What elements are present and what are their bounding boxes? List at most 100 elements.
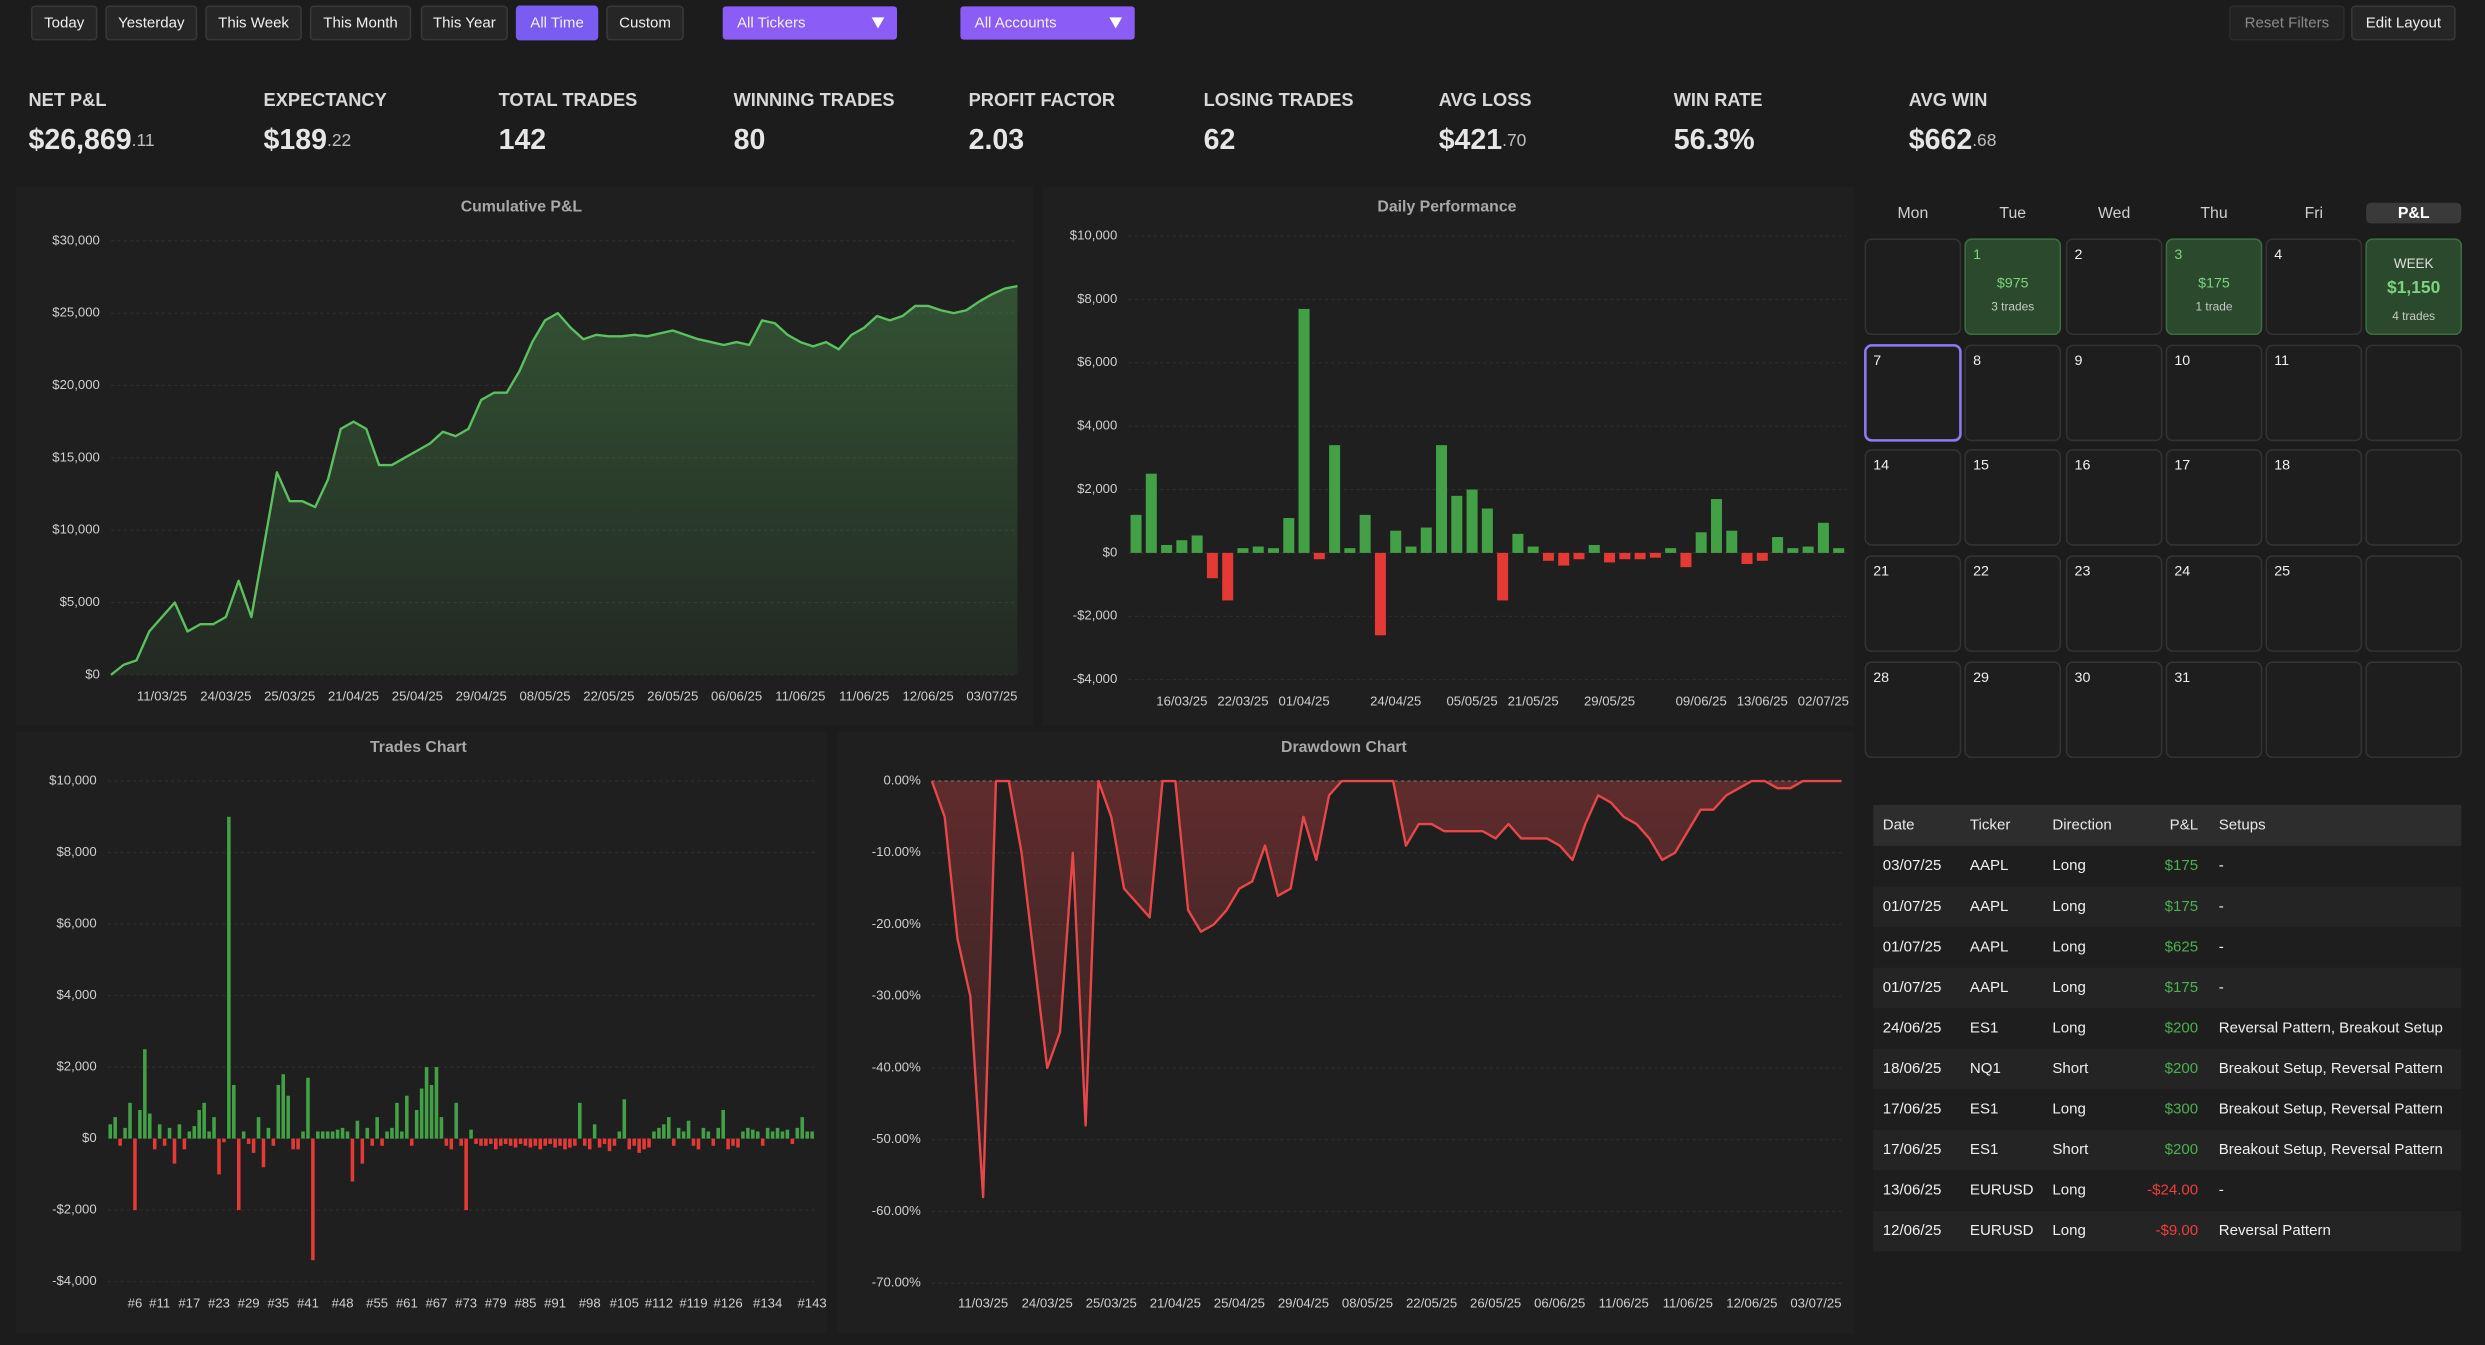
calendar-day[interactable]: [2265, 344, 2363, 442]
range-button[interactable]: [420, 5, 508, 41]
x-tick-label: 11/03/25: [958, 1295, 1008, 1310]
y-tick-label: -$4,000: [1073, 671, 1118, 686]
range-button[interactable]: [309, 5, 412, 41]
y-tick-label: $0: [1103, 544, 1118, 559]
x-tick-label: 21/04/25: [328, 689, 379, 704]
dropdown[interactable]: [722, 6, 898, 40]
bar: [578, 1102, 582, 1139]
range-button-label[interactable]: Today: [44, 15, 85, 32]
range-button[interactable]: [30, 5, 98, 41]
calendar-day[interactable]: [2165, 344, 2263, 442]
x-tick-label: #73: [455, 1295, 477, 1310]
stat-value: 62: [1204, 124, 1236, 156]
bar: [241, 1131, 246, 1139]
reset-button[interactable]: [2229, 5, 2345, 41]
calendar-day[interactable]: [2065, 344, 2163, 442]
bar: [1390, 530, 1402, 553]
bar: [726, 1138, 730, 1150]
x-tick-label: #134: [753, 1295, 782, 1310]
table-cell: Breakout Setup, Reversal Pattern: [2219, 1101, 2443, 1118]
range-button-label[interactable]: This Month: [323, 15, 397, 32]
range-button[interactable]: [205, 5, 302, 41]
calendar-day[interactable]: [1964, 344, 2062, 442]
table-cell: Reversal Pattern, Breakout Setup: [2219, 1019, 2443, 1036]
bar: [148, 1113, 152, 1139]
dropdown-arrow[interactable]: [871, 17, 885, 29]
range-button[interactable]: [105, 5, 198, 41]
y-tick-label: $6,000: [56, 916, 96, 931]
calendar-day[interactable]: [2165, 449, 2263, 546]
calendar-day[interactable]: [1964, 449, 2062, 546]
bar: [414, 1109, 419, 1139]
calendar-day[interactable]: [1964, 555, 2062, 652]
y-tick-label: -40.00%: [872, 1059, 921, 1074]
stat-value: 56.3%: [1674, 124, 1755, 156]
bar: [637, 1138, 641, 1153]
bar: [508, 1138, 513, 1146]
calendar-day[interactable]: [1864, 238, 1962, 336]
table-row[interactable]: [1873, 1210, 2462, 1252]
table-row[interactable]: [1873, 1048, 2462, 1090]
range-button[interactable]: [515, 5, 599, 41]
bar: [251, 1138, 256, 1153]
stat-label: WIN RATE: [1674, 90, 1763, 110]
bar: [1451, 495, 1463, 553]
dropdown[interactable]: [960, 6, 1135, 40]
table-cell: AAPL: [1970, 898, 2008, 915]
bar: [617, 1131, 622, 1139]
bar: [449, 1138, 454, 1150]
calendar-day[interactable]: [1964, 661, 2062, 759]
calendar-day[interactable]: [2265, 661, 2363, 759]
range-button-label[interactable]: This Year: [433, 15, 496, 32]
range-button-label[interactable]: Custom: [619, 15, 671, 32]
bar: [494, 1138, 498, 1150]
edit-layout-button[interactable]: [2351, 5, 2456, 41]
calendar-day[interactable]: [2165, 555, 2263, 652]
line: [110, 284, 1018, 676]
dropdown-arrow[interactable]: [1109, 17, 1123, 29]
range-button[interactable]: [606, 5, 684, 41]
calendar-day[interactable]: [1864, 344, 1962, 442]
calendar-day[interactable]: [1864, 661, 1962, 759]
range-button-label[interactable]: All Time: [530, 15, 584, 32]
table-cell: Long: [2052, 1019, 2085, 1036]
x-tick-label: 11/06/25: [1599, 1295, 1649, 1310]
dropdown-label[interactable]: All Tickers: [737, 15, 806, 32]
calendar-day[interactable]: [2065, 555, 2163, 652]
bar: [479, 1138, 483, 1146]
table-cell: Long: [2052, 979, 2085, 996]
calendar-day[interactable]: [2165, 238, 2263, 336]
table-row[interactable]: [1873, 1008, 2462, 1049]
calendar-day-number: 1: [1973, 247, 1981, 263]
bar: [498, 1138, 503, 1146]
stat-value: 80: [734, 124, 766, 156]
table-row[interactable]: [1873, 1089, 2462, 1130]
table-row[interactable]: [1873, 1129, 2462, 1171]
calendar-day[interactable]: [2265, 555, 2363, 652]
table-row[interactable]: [1873, 1170, 2462, 1211]
calendar-day[interactable]: [1864, 449, 1962, 546]
range-button-label[interactable]: This Week: [218, 15, 289, 32]
table-row[interactable]: [1873, 886, 2462, 928]
calendar-day[interactable]: [2265, 449, 2363, 546]
calendar-day[interactable]: [2065, 661, 2163, 759]
y-tick-label: -$2,000: [52, 1202, 97, 1217]
calendar-day[interactable]: [1964, 238, 2062, 336]
dropdown-label[interactable]: All Accounts: [975, 15, 1057, 32]
calendar-day-number: 23: [2075, 564, 2091, 580]
edit-layout-label[interactable]: Edit Layout: [2366, 15, 2442, 32]
calendar-day[interactable]: [2065, 449, 2163, 546]
calendar-day[interactable]: [1864, 555, 1962, 652]
reset-button-label[interactable]: Reset Filters: [2245, 15, 2329, 32]
bar: [222, 1138, 226, 1143]
table-row[interactable]: [1873, 967, 2462, 1009]
bar: [1405, 546, 1417, 553]
calendar-day[interactable]: [2165, 661, 2263, 759]
range-button-label[interactable]: Yesterday: [118, 15, 185, 32]
calendar-day[interactable]: [2065, 238, 2163, 336]
table-row[interactable]: [1873, 927, 2462, 968]
calendar-day[interactable]: [2265, 238, 2363, 336]
calendar-day-number: 21: [1873, 564, 1889, 580]
table-row[interactable]: [1873, 845, 2462, 887]
bar: [325, 1131, 330, 1139]
